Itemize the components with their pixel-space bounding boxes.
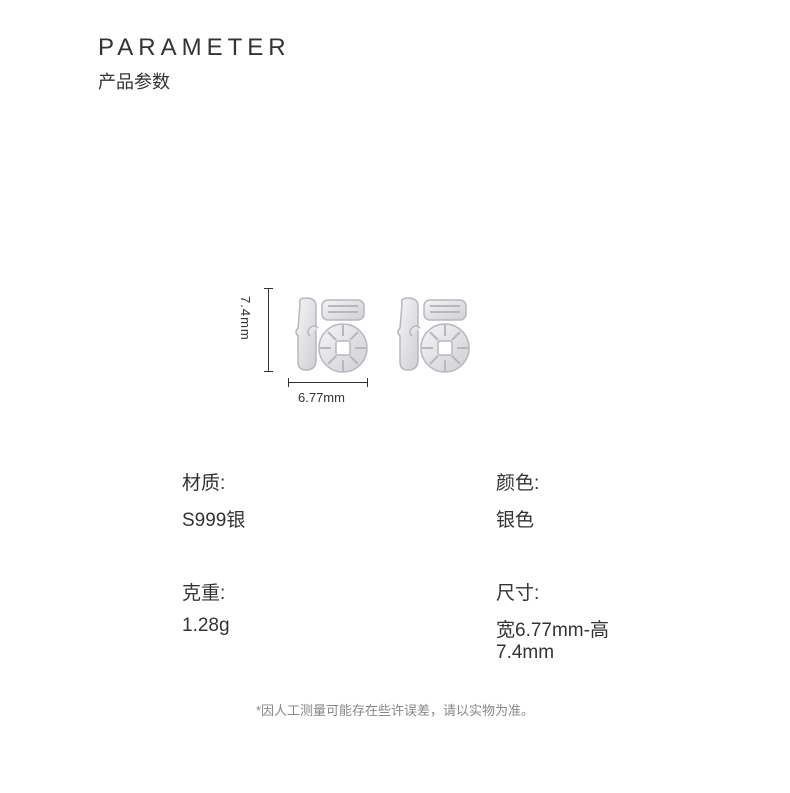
spec-label: 颜色: (496, 468, 642, 495)
spec-value: 银色 (496, 505, 642, 532)
spec-label: 尺寸: (496, 578, 642, 605)
spec-size: 尺寸: 宽6.77mm-高7.4mm (412, 578, 642, 664)
spec-value: 宽6.77mm-高7.4mm (496, 615, 642, 664)
title-english: PARAMETER (98, 34, 291, 62)
footnote: *因人工测量可能存在些许误差，请以实物为准。 (0, 700, 790, 719)
spec-row: 材质: S999银 颜色: 银色 (182, 468, 642, 532)
height-dimension-line (268, 288, 269, 372)
spec-color: 颜色: 银色 (412, 468, 642, 532)
spec-label: 材质: (182, 468, 412, 495)
specs-grid: 材质: S999银 颜色: 银色 克重: 1.28g 尺寸: 宽6.77mm-高… (182, 468, 642, 710)
spec-row: 克重: 1.28g 尺寸: 宽6.77mm-高7.4mm (182, 578, 642, 664)
header: PARAMETER 产品参数 (98, 34, 291, 94)
spec-value: 1.28g (182, 615, 412, 637)
spec-weight: 克重: 1.28g (182, 578, 412, 664)
height-dimension-label: 7.4mm (238, 296, 253, 341)
spec-value: S999银 (182, 505, 412, 532)
title-chinese: 产品参数 (98, 68, 291, 94)
spec-label: 克重: (182, 578, 412, 605)
earring-icon-left (292, 292, 370, 376)
product-diagram: 7.4mm 6.77mm (254, 280, 554, 400)
width-dimension-line (288, 382, 368, 383)
width-dimension-label: 6.77mm (298, 390, 345, 405)
earring-icon-right (394, 292, 472, 376)
spec-material: 材质: S999银 (182, 468, 412, 532)
